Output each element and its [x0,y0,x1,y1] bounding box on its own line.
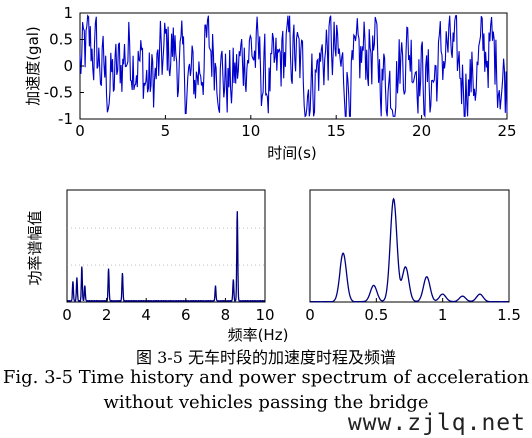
spectrum-line [310,197,509,303]
x-tick-label: 0 [305,306,315,324]
y-tick-label: -1 [58,110,73,128]
time-history-x-axis-label: 时间(s) [267,144,317,162]
x-tick-label: 1.5 [497,306,521,324]
y-tick-label: 1 [63,4,73,22]
figure-caption-english-line2: without vehicles passing the bridge [103,392,429,413]
x-tick-label: 1 [438,306,448,324]
x-tick-label: 0.5 [364,306,388,324]
x-tick-label: 0 [62,306,72,324]
figure-caption-chinese: 图 3-5 无车时段的加速度时程及频谱 [136,348,396,367]
x-tick-label: 10 [241,122,260,140]
x-tick-label: 20 [412,122,431,140]
time-history-x-ticks: 0 5 10 15 20 25 [75,115,517,140]
y-tick-label: -0.5 [44,84,73,102]
x-tick-label: 8 [221,306,231,324]
spectrum-line [66,211,266,303]
spectrum-left-plot-frame [66,189,266,303]
time-history-series [79,14,508,119]
spectrum-right-x-ticks: 0 0.5 1 1.5 [305,298,521,324]
spectrum-y-axis-label: 功率谱幅值 [26,210,44,285]
x-tick-label: 4 [141,306,151,324]
time-history-y-axis-label: 加速度(gal) [24,26,42,106]
x-tick-label: 2 [102,306,112,324]
time-history-chart: 1 0.5 0 -0.5 -1 0 5 10 15 20 25 加速度(gal) 时间(s) [24,4,517,162]
time-history-line [79,14,508,119]
y-tick-label: 0.5 [49,31,73,49]
spectrum-left-x-ticks: 0 2 4 6 8 10 [62,298,275,324]
y-tick-label: 0 [63,57,73,75]
x-tick-label: 15 [327,122,346,140]
watermark-text: www.zjlq.net [347,410,526,436]
spectrum-left-grid [67,227,265,266]
x-tick-label: 25 [497,122,516,140]
spectrum-x-axis-label: 频率(Hz) [228,326,289,344]
spectrum-right-series [310,197,509,303]
spectrum-chart-right: 0 0.5 1 1.5 [305,189,521,324]
figure-caption-english-line1: Fig. 3-5 Time history and power spectrum… [2,367,530,388]
x-tick-label: 10 [255,306,274,324]
spectrum-left-series [66,211,266,303]
spectrum-chart-left: 0 2 4 6 8 10 功率谱幅值 频率(Hz) [26,189,289,344]
time-history-y-ticks: 1 0.5 0 -0.5 -1 [44,4,84,128]
x-tick-label: 6 [181,306,191,324]
x-tick-label: 0 [75,122,85,140]
x-tick-label: 5 [161,122,171,140]
